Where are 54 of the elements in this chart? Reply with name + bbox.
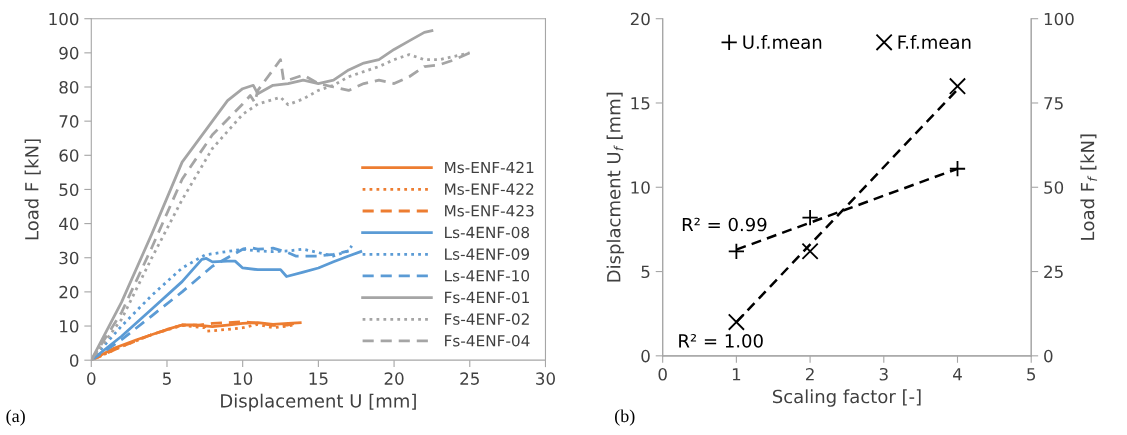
x-tick-label: 30 bbox=[536, 372, 555, 385]
y-tick-label: 15 bbox=[631, 97, 650, 110]
y-tick-label: 60 bbox=[59, 149, 79, 162]
y2-tick-label: 0 bbox=[1044, 349, 1053, 363]
legend-label: Ms-ENF-423 bbox=[445, 205, 534, 217]
x-tick-label: 25 bbox=[460, 372, 479, 385]
y-tick-label: 100 bbox=[49, 12, 79, 26]
legend-label: Fs-4ENF-04 bbox=[445, 334, 530, 347]
x-tick-label: 0 bbox=[87, 372, 96, 385]
y2-tick-label: 100 bbox=[1044, 12, 1074, 26]
legend-label: Fs-4ENF-02 bbox=[445, 313, 529, 325]
x-tick-label: 15 bbox=[309, 372, 328, 385]
legend-label: Ls-4ENF-09 bbox=[445, 248, 530, 260]
x-tick-label: 3 bbox=[879, 367, 888, 381]
x-tick-label: 4 bbox=[953, 368, 962, 381]
x-tick-label: 5 bbox=[1027, 368, 1036, 381]
y-tick-label: 90 bbox=[59, 46, 79, 60]
x-tick-label: 1 bbox=[732, 368, 741, 381]
y2-axis-title: Load F$_{f}$ [kN] bbox=[1080, 134, 1098, 240]
y-tick-label: 0 bbox=[641, 349, 650, 363]
x-axis-title: Scaling factor [-] bbox=[772, 389, 921, 407]
legend-label: Ls-4ENF-08 bbox=[445, 226, 530, 239]
legend-label: U.f.mean bbox=[743, 34, 822, 49]
annotation: R² = 0.99 bbox=[682, 217, 767, 232]
legend-label: Fs-4ENF-01 bbox=[445, 291, 529, 304]
annotation: R² = 1.00 bbox=[679, 334, 763, 348]
y2-tick-label: 25 bbox=[1044, 265, 1063, 279]
y-axis-title: Displacment U$_{f}$ [mm] bbox=[606, 92, 625, 282]
x-axis-title: Displacement U [mm] bbox=[221, 393, 416, 412]
y-axis-title: Load F [kN] bbox=[24, 139, 41, 240]
legend-label: Ms-ENF-422 bbox=[445, 183, 534, 195]
y2-tick-label: 50 bbox=[1044, 181, 1064, 194]
y-tick-label: 10 bbox=[631, 181, 650, 194]
y-tick-label: 10 bbox=[60, 319, 79, 333]
x-tick-label: 2 bbox=[806, 367, 814, 381]
y-tick-label: 20 bbox=[59, 285, 79, 299]
text: (a) bbox=[6, 409, 25, 426]
y-tick-label: 30 bbox=[59, 251, 79, 265]
y-tick-label: 50 bbox=[59, 183, 79, 197]
y-tick-label: 20 bbox=[630, 12, 650, 26]
y2-tick-label: 75 bbox=[1044, 97, 1063, 110]
x-tick-label: 5 bbox=[162, 372, 171, 385]
y-tick-label: 70 bbox=[59, 115, 79, 128]
y-tick-label: 80 bbox=[59, 80, 79, 94]
x-tick-label: 10 bbox=[233, 372, 253, 385]
legend-label: F.f.mean bbox=[898, 34, 971, 49]
legend-label: Ls-4ENF-10 bbox=[445, 269, 530, 282]
text: (b) bbox=[615, 409, 635, 426]
x-tick-label: 20 bbox=[384, 372, 404, 385]
legend-label: Ms-ENF-421 bbox=[445, 161, 534, 174]
x-tick-label: 0 bbox=[658, 367, 667, 381]
y-tick-label: 0 bbox=[69, 354, 79, 367]
y-tick-label: 5 bbox=[641, 265, 650, 279]
y-tick-label: 40 bbox=[59, 217, 79, 231]
